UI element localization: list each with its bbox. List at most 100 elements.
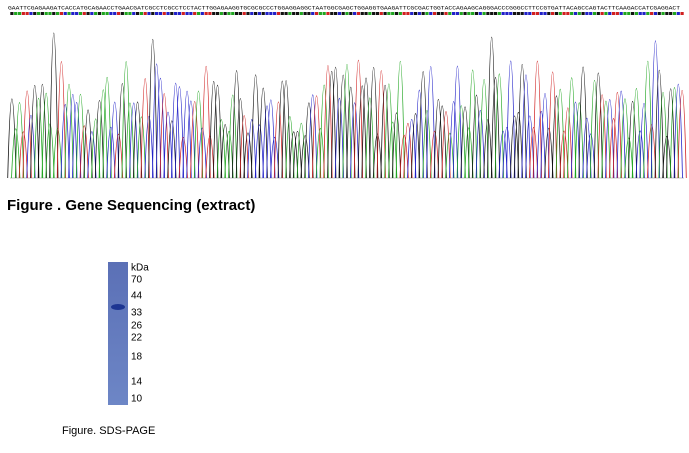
peak (639, 103, 649, 179)
peak (7, 98, 17, 179)
peak (113, 134, 124, 179)
peak (140, 78, 150, 179)
peak (190, 101, 200, 179)
peak (635, 130, 645, 179)
peak (548, 71, 558, 179)
quality-bar (497, 12, 501, 15)
peak (506, 60, 516, 179)
quality-bar (71, 12, 75, 15)
quality-bar (577, 12, 581, 15)
quality-bar (413, 12, 418, 15)
peak (361, 77, 371, 179)
peak (498, 130, 508, 179)
quality-bar (135, 12, 140, 15)
quality-bar (299, 12, 303, 15)
quality-bar (105, 12, 109, 15)
quality-bar (638, 12, 642, 15)
marker-label: 33 (131, 308, 143, 319)
peak (407, 119, 417, 179)
quality-bar (627, 12, 631, 15)
peak (540, 93, 550, 179)
peak (87, 131, 97, 179)
peak (342, 63, 352, 179)
quality-bar (368, 12, 372, 15)
peak (555, 88, 565, 179)
peak (11, 128, 21, 179)
quality-bar (398, 12, 402, 15)
quality-bar (170, 12, 174, 15)
quality-bar (155, 12, 159, 15)
peak (605, 99, 615, 179)
quality-bar (562, 12, 566, 15)
quality-bar (257, 12, 262, 15)
quality-bar (269, 12, 273, 15)
peak (544, 127, 554, 179)
quality-bar (436, 12, 440, 15)
quality-bar (459, 12, 463, 15)
peak (262, 105, 272, 179)
peak (658, 91, 668, 179)
peak (94, 100, 105, 179)
quality-bar (219, 12, 223, 15)
quality-bar (554, 12, 559, 15)
peak (589, 80, 600, 179)
peak (353, 59, 364, 179)
peak (582, 118, 592, 179)
peak (205, 135, 215, 179)
peak (426, 66, 436, 179)
peak (323, 65, 333, 179)
peak (330, 66, 341, 179)
peak (479, 79, 489, 179)
peak (209, 81, 219, 179)
peak (410, 113, 421, 179)
peak (182, 90, 192, 179)
peak (456, 105, 466, 179)
quality-bar (185, 12, 189, 15)
quality-bar (455, 12, 460, 15)
peak (319, 84, 329, 179)
quality-bar (444, 12, 448, 15)
peak (136, 116, 146, 179)
gel-caption: Figure. SDS-PAGE (62, 425, 155, 437)
peak (445, 132, 455, 179)
quality-bar (21, 12, 25, 15)
quality-bar (650, 12, 654, 15)
peak (654, 69, 664, 179)
peak (98, 89, 108, 179)
peak (395, 60, 405, 179)
quality-bar (261, 12, 265, 15)
peak (197, 127, 207, 179)
peak (311, 95, 322, 179)
peak (369, 67, 379, 179)
quality-bar (680, 12, 684, 15)
quality-bar (33, 12, 37, 15)
quality-bar (59, 12, 64, 15)
quality-bar (516, 12, 520, 15)
peak (528, 127, 539, 179)
peak (277, 80, 287, 179)
quality-bar (509, 12, 513, 15)
quality-bar (181, 12, 185, 15)
quality-bar (600, 12, 604, 15)
peak (239, 115, 249, 179)
sequence-text: GAATTCGAGAAGATCACCATGCAGAACCTGAACGATCGCC… (8, 5, 680, 11)
quality-bar (493, 12, 498, 15)
quality-bar (204, 12, 208, 15)
quality-bar (109, 12, 113, 15)
peak (296, 123, 306, 179)
quality-bar (611, 12, 616, 15)
peak (91, 118, 101, 179)
peak (37, 83, 47, 179)
marker-label: 26 (131, 321, 143, 332)
quality-bar (417, 12, 421, 15)
quality-bar (646, 12, 650, 15)
peak (193, 90, 204, 179)
quality-bar (29, 12, 33, 15)
peak (483, 119, 493, 179)
peak (616, 90, 626, 179)
quality-bar (67, 12, 71, 15)
peak (49, 32, 59, 179)
peak (570, 101, 581, 179)
